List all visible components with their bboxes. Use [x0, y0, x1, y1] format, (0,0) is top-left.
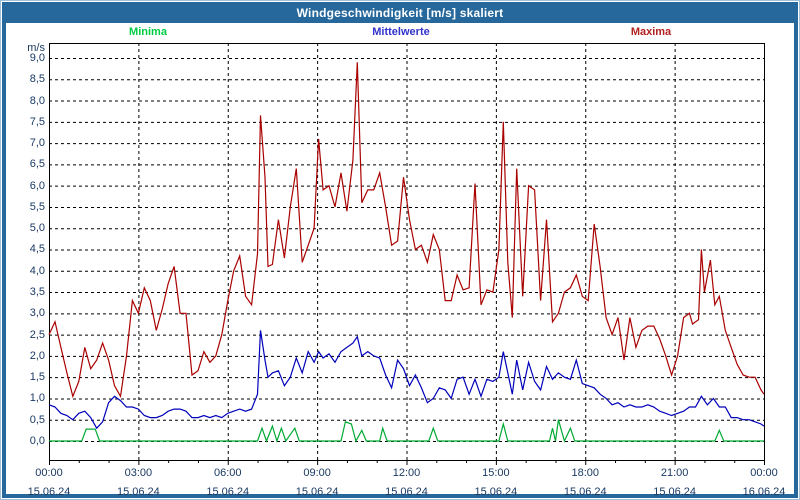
y-tick-label: 3,0 [29, 307, 45, 320]
y-tick-label: 0,5 [29, 413, 45, 426]
y-tick-label: 5,0 [29, 222, 45, 235]
x-tick-time: 06:00 [213, 467, 242, 479]
y-tick-label: 9,0 [29, 51, 45, 64]
x-tick-time: 18:00 [571, 467, 600, 479]
y-tick-label: 1,0 [29, 392, 45, 405]
y-tick-label: 2,5 [29, 328, 45, 341]
legend-item-minima: Minima [129, 26, 167, 38]
y-tick-label: 4,5 [29, 243, 45, 256]
y-tick-label: 2,0 [29, 349, 45, 362]
plot-border [49, 43, 765, 461]
plot-area [48, 43, 766, 465]
x-tick-time: 00:00 [35, 467, 63, 479]
y-tick-label: 8,0 [29, 94, 45, 107]
x-tick-date: 15.06.24 [474, 486, 518, 498]
legend-item-maxima: Maxima [630, 26, 672, 38]
chart-title: Windgeschwindigkeit [m/s] skaliert [296, 5, 504, 20]
y-tick-label: 6,0 [29, 179, 45, 192]
x-tick-date: 15.06.24 [206, 486, 250, 498]
x-tick-time: 00:00 [750, 467, 778, 479]
x-tick-date: 15.06.24 [563, 486, 607, 498]
y-tick-label: 8,5 [29, 73, 45, 86]
series-minima-line [49, 419, 764, 443]
y-tick-label: 4,0 [29, 264, 45, 277]
x-tick-date: 15.06.24 [27, 486, 71, 498]
x-tick-date: 15.06.24 [116, 486, 160, 498]
y-tick-label: 5,5 [29, 200, 45, 213]
x-tick-time: 12:00 [392, 467, 421, 479]
y-tick-label: 1,5 [29, 371, 45, 384]
y-tick-label: 7,5 [29, 115, 45, 128]
x-tick-time: 09:00 [303, 467, 331, 479]
y-axis-unit: m/s [27, 42, 45, 54]
x-tick-time: 15:00 [482, 467, 510, 479]
x-tick-time: 21:00 [660, 467, 689, 479]
x-tick-date: 15.06.24 [385, 486, 428, 498]
series-maxima-line [48, 62, 765, 399]
x-tick-date: 15.06.24 [295, 486, 339, 498]
y-tick-label: 0,0 [29, 435, 45, 447]
series-mittelwerte-line [48, 330, 765, 430]
x-tick-date: 15.06.24 [653, 486, 697, 498]
x-tick-time: 03:00 [124, 467, 153, 479]
legend-item-mittelwerte: Mittelwerte [372, 26, 430, 38]
y-tick-label: 6,5 [29, 158, 45, 171]
y-tick-label: 7,0 [29, 137, 45, 150]
titlebar: Windgeschwindigkeit [m/s] skaliert [6, 2, 794, 23]
x-tick-date: 16.06.24 [742, 486, 786, 498]
y-tick-label: 3,5 [29, 286, 45, 299]
